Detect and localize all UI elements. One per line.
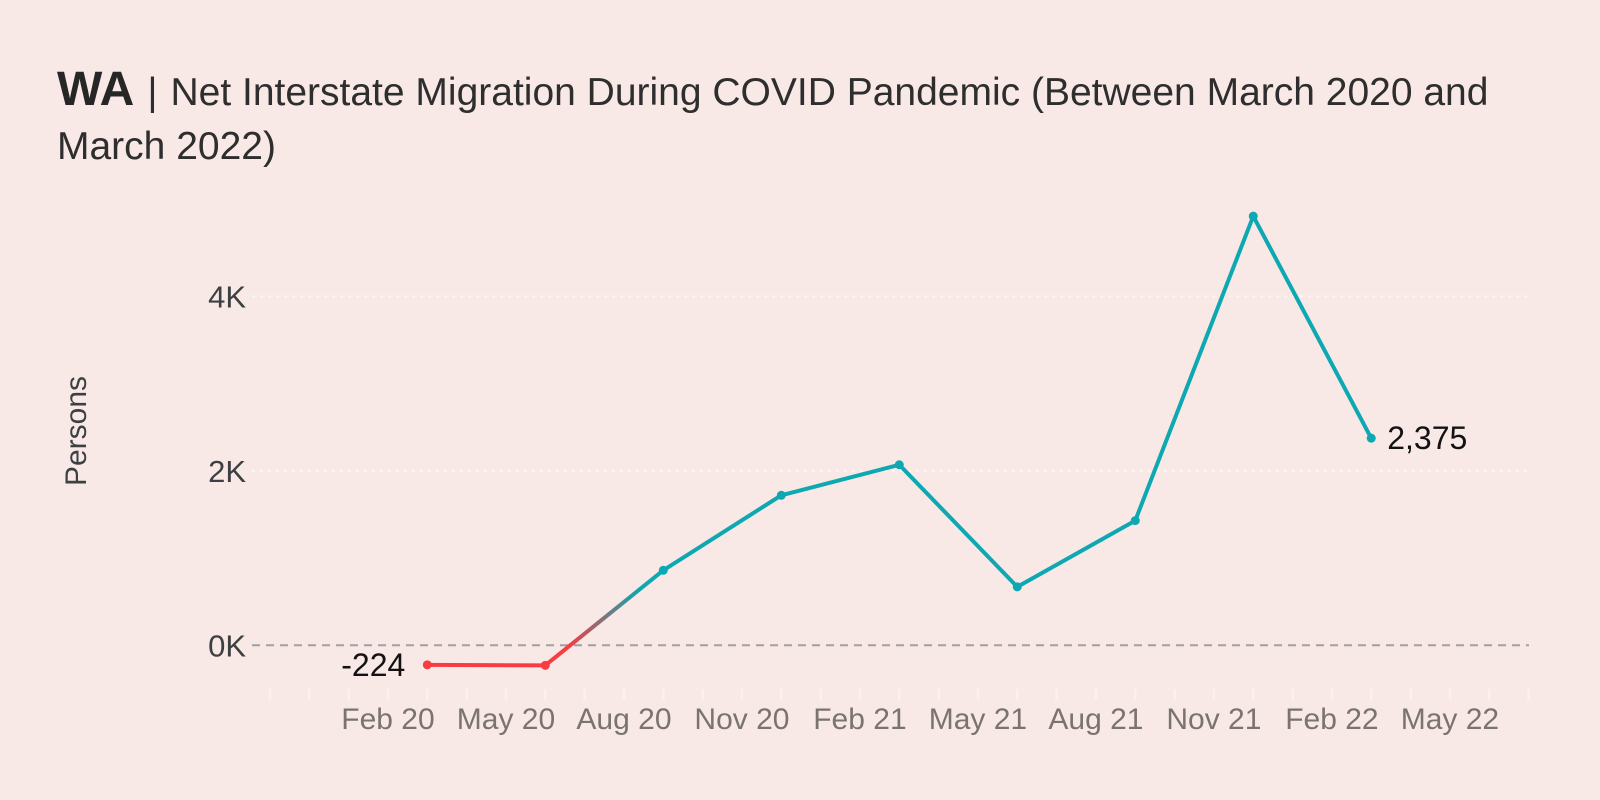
x-tick-label: Nov 20 <box>694 703 789 736</box>
data-point <box>776 490 786 500</box>
x-tick-label: Aug 21 <box>1048 703 1143 736</box>
y-tick-label: 0K <box>208 628 246 663</box>
title-separator: | <box>147 71 158 114</box>
migration-line-segment <box>897 462 1020 589</box>
x-tick-label: May 20 <box>457 703 555 736</box>
data-point <box>658 565 668 575</box>
data-point <box>894 460 904 470</box>
y-axis-title: Persons <box>60 376 93 486</box>
x-tick-label: Nov 21 <box>1166 703 1261 736</box>
x-tick-label: May 21 <box>929 703 1027 736</box>
migration-line-segment <box>1015 518 1138 589</box>
chart-title: WA | Net Interstate Migration During COVID… <box>57 58 1545 173</box>
title-text: Net Interstate Migration During COVID Pa… <box>57 71 1489 169</box>
data-point <box>1012 582 1022 592</box>
migration-line-segment <box>661 493 784 573</box>
x-tick-label: Feb 20 <box>341 703 434 736</box>
data-point <box>540 660 550 670</box>
x-tick-label: Feb 21 <box>813 703 906 736</box>
last-point-label: 2,375 <box>1387 420 1467 456</box>
data-point <box>1130 516 1140 526</box>
first-point-label: -224 <box>341 647 405 683</box>
x-tick-label: Feb 22 <box>1285 703 1378 736</box>
migration-line-segment <box>1251 214 1374 441</box>
y-tick-label: 2K <box>208 454 246 489</box>
migration-line-segment <box>425 662 548 668</box>
x-tick-label: May 22 <box>1401 703 1499 736</box>
data-point <box>1248 211 1258 221</box>
x-tick-label: Aug 20 <box>576 703 671 736</box>
migration-line-segment <box>779 462 902 498</box>
data-point <box>422 660 432 670</box>
state-abbreviation: WA <box>57 63 135 116</box>
y-tick-label: 4K <box>208 279 246 314</box>
migration-line-segment <box>543 568 666 668</box>
migration-line-segment <box>1133 214 1256 523</box>
data-point <box>1366 433 1376 443</box>
